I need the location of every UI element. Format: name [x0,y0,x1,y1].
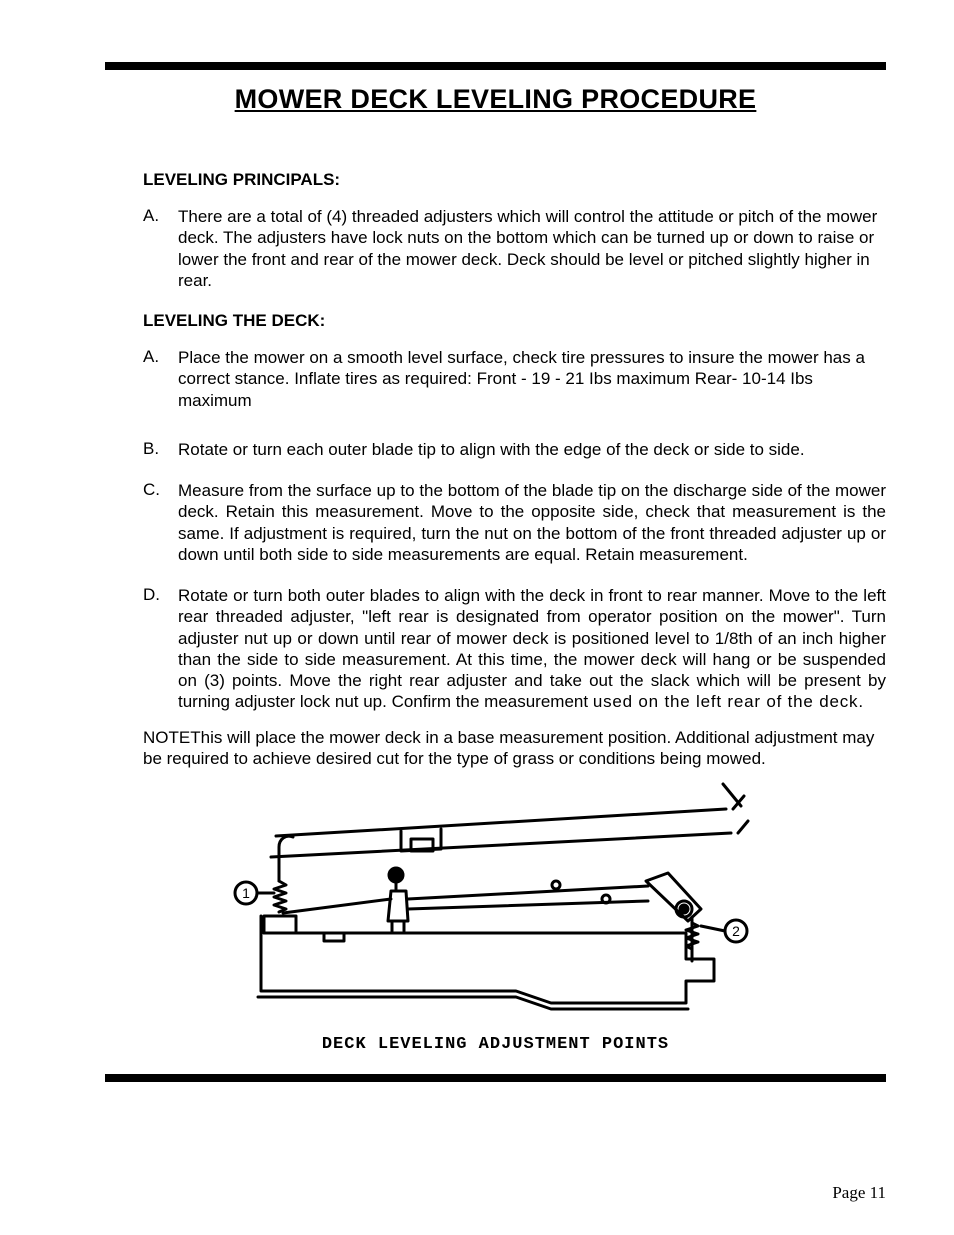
rule-top [105,62,886,70]
list-body: Rotate or turn both outer blades to alig… [178,585,886,713]
list-marker: A. [143,206,178,226]
figure-caption: DECK LEVELING ADJUSTMENT POINTS [105,1035,886,1054]
page-number: Page 11 [832,1183,886,1203]
list-body: Measure from the surface up to the botto… [178,480,886,565]
list-body: Rotate or turn each outer blade tip to a… [178,439,886,460]
note-text: This will place the mower deck in a base… [143,728,874,768]
principals-item-a: A. There are a total of (4) threaded adj… [143,206,886,291]
leveling-item-c: C. Measure from the surface up to the bo… [143,480,886,565]
svg-text:2: 2 [732,923,740,939]
leveling-item-d: D. Rotate or turn both outer blades to a… [143,585,886,713]
list-marker: D. [143,585,178,605]
rule-bottom [105,1074,886,1082]
figure: 1 [105,781,886,1031]
list-marker: B. [143,439,178,459]
list-body: Place the mower on a smooth level surfac… [178,347,886,411]
leveling-item-a: A. Place the mower on a smooth level sur… [143,347,886,411]
list-body: There are a total of (4) threaded adjust… [178,206,886,291]
page: MOWER DECK LEVELING PROCEDURE LEVELING P… [0,0,954,1235]
principals-list: A. There are a total of (4) threaded adj… [143,206,886,291]
note: NOTEThis will place the mower deck in a … [143,727,886,770]
deck-diagram-svg: 1 [216,781,776,1031]
page-title: MOWER DECK LEVELING PROCEDURE [105,84,886,115]
leveling-list: A. Place the mower on a smooth level sur… [143,347,886,713]
heading-principals: LEVELING PRINCIPALS: [143,170,886,190]
list-body-tail: used on the left rear of the deck. [593,692,864,711]
note-label: NOTE [143,728,190,747]
list-marker: A. [143,347,178,367]
heading-leveling: LEVELING THE DECK: [143,311,886,331]
leveling-item-b: B. Rotate or turn each outer blade tip t… [143,439,886,460]
list-marker: C. [143,480,178,500]
svg-text:1: 1 [242,885,250,901]
